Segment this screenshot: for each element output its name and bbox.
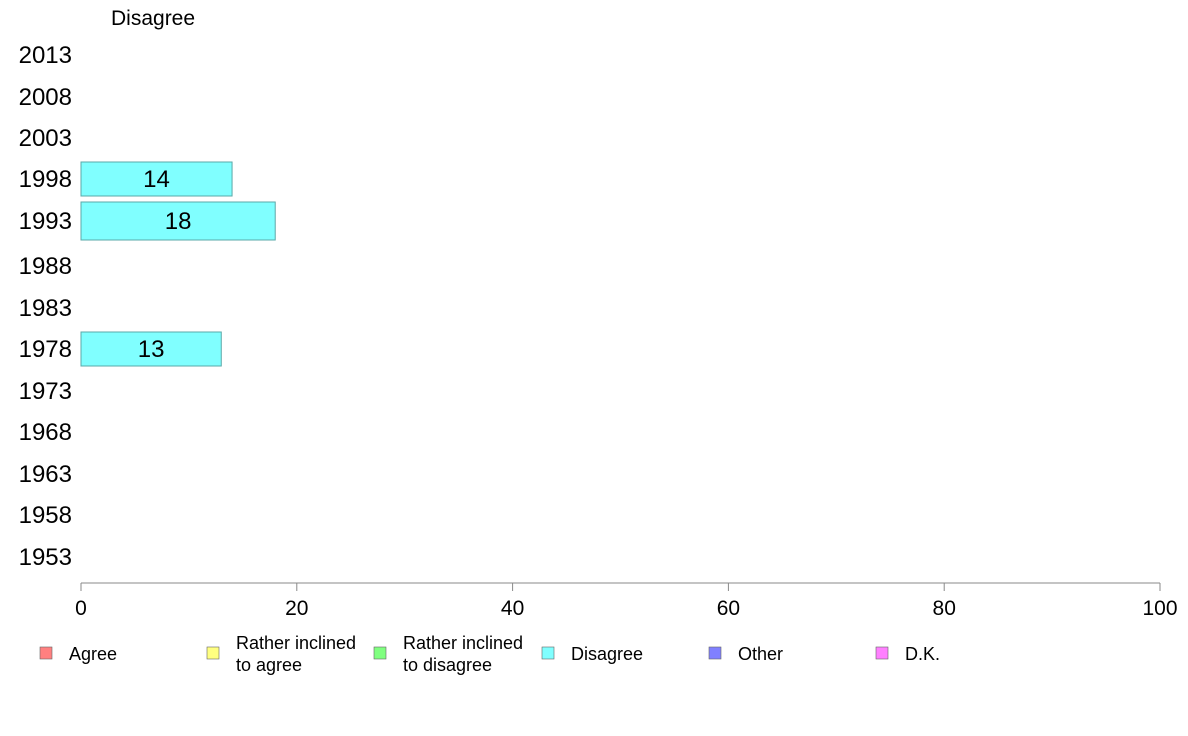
x-tick-label: 20 [285, 597, 308, 620]
category-label: 2013 [19, 42, 72, 69]
legend-label: Rather inclined to disagree [403, 633, 523, 675]
category-label: 1988 [19, 253, 72, 280]
bar-value-label: 18 [165, 208, 192, 235]
legend-label: Disagree [571, 644, 643, 664]
legend-label: Agree [69, 644, 117, 664]
category-label: 1978 [19, 336, 72, 363]
bar-value-label: 14 [143, 166, 170, 193]
bar-value-label: 13 [138, 336, 165, 363]
category-label: 2008 [19, 84, 72, 111]
x-tick-label: 100 [1142, 597, 1177, 620]
category-label: 2003 [19, 125, 72, 152]
chart-title: Disagree [111, 7, 196, 30]
category-label: 1968 [19, 419, 72, 446]
x-tick-label: 80 [933, 597, 956, 620]
bar [80, 201, 276, 241]
category-label: 1998 [19, 166, 72, 193]
category-label: 1963 [19, 461, 72, 488]
x-tick-label: 0 [75, 597, 87, 620]
legend-label: Other [738, 644, 783, 664]
bar [80, 331, 222, 367]
category-label: 1973 [19, 378, 72, 405]
legend-swatch [39, 646, 53, 660]
bar [80, 161, 233, 197]
legend-label: Rather inclined to agree [236, 633, 356, 675]
legend-swatch [541, 646, 555, 660]
legend-swatch [373, 646, 387, 660]
x-tick-label: 60 [717, 597, 740, 620]
category-label: 1983 [19, 295, 72, 322]
legend-swatch [206, 646, 220, 660]
category-label: 1993 [19, 208, 72, 235]
x-tick-label: 40 [501, 597, 524, 620]
legend-swatch [875, 646, 889, 660]
category-label: 1953 [19, 544, 72, 571]
legend-label: D.K. [905, 644, 940, 664]
category-label: 1958 [19, 502, 72, 529]
legend-swatch [708, 646, 722, 660]
